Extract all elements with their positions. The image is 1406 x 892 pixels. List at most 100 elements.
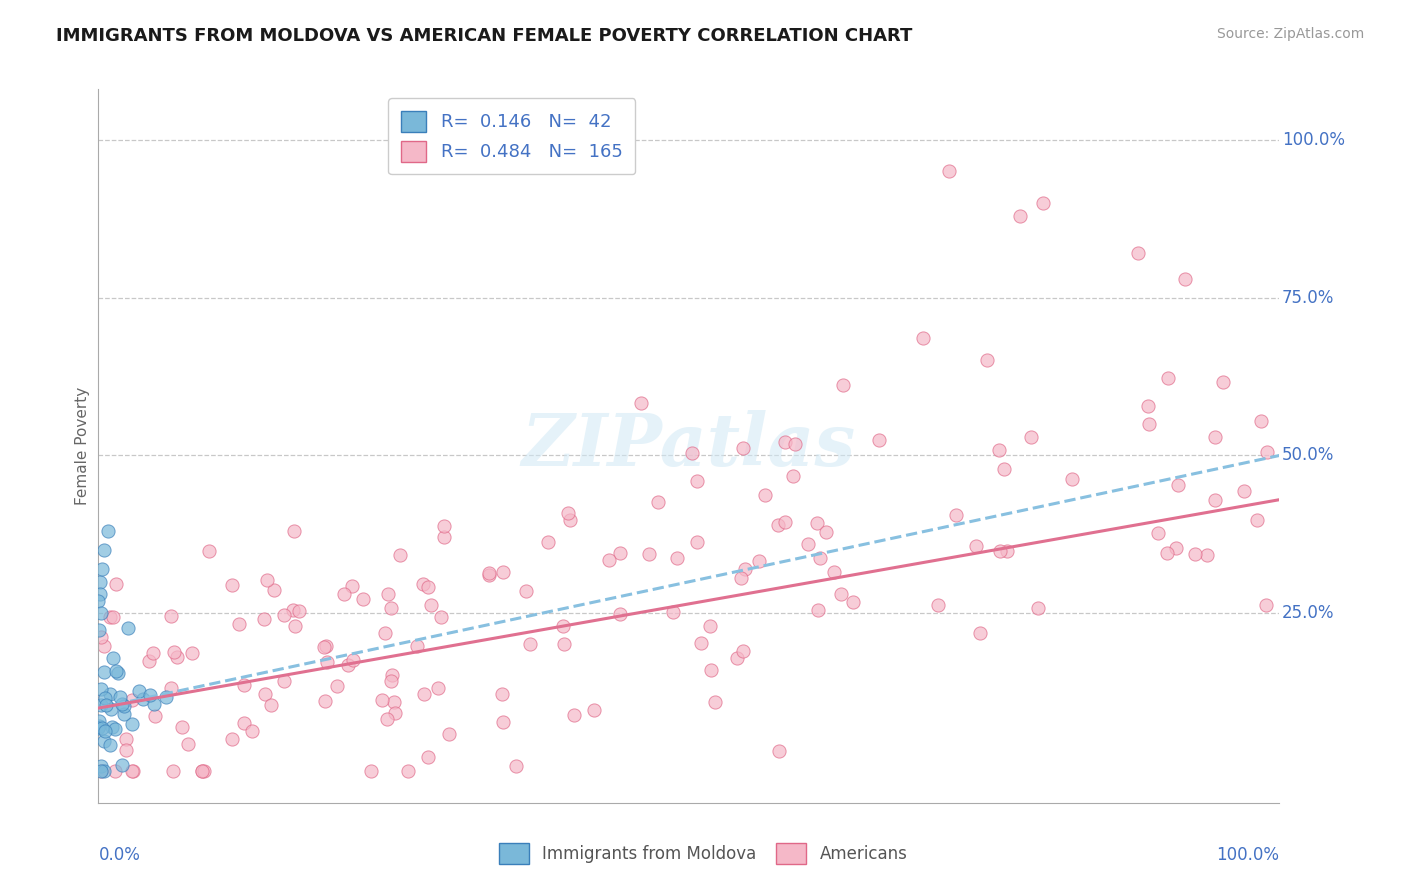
Point [768,518,790,533]
Point [104,576,127,591]
Point [166,649,188,664]
Text: 100.0%: 100.0% [1282,131,1344,149]
Point [101,720,124,734]
Point [505,759,527,773]
Point [288,603,311,617]
Point [730,571,752,585]
Point [143,709,166,723]
Point [94,724,117,739]
Point [273,607,295,622]
Point [1212,375,1234,389]
Point [253,688,276,702]
Point [637,547,659,561]
Point [107,666,129,681]
Point [609,546,631,560]
Point [90,759,112,773]
Point [598,552,620,566]
Point [93,665,115,679]
Point [733,644,755,658]
Point [1167,478,1189,492]
Point [1019,430,1042,444]
Point [536,534,558,549]
Point [748,553,770,567]
Point [325,679,347,693]
Point [360,764,382,779]
Point [104,764,127,779]
Point [1250,414,1272,428]
Point [782,468,804,483]
Point [491,687,513,701]
Point [1246,513,1268,527]
Point [519,637,541,651]
Point [162,645,184,659]
Point [381,667,404,681]
Point [430,610,453,624]
Point [233,678,256,692]
Point [1256,598,1278,612]
Point [1026,601,1049,615]
Point [273,673,295,688]
Point [666,550,689,565]
Text: 100.0%: 100.0% [1216,846,1279,863]
Point [93,639,115,653]
Point [426,681,449,695]
Text: ZIPatlas: ZIPatlas [522,410,856,482]
Point [337,657,360,672]
Point [806,516,828,530]
Point [111,698,134,712]
Point [783,437,806,451]
Point [143,697,166,711]
Point [832,377,855,392]
Point [690,636,713,650]
Point [754,488,776,502]
Point [830,587,852,601]
Point [191,764,214,779]
Point [796,537,818,551]
Point [491,714,513,729]
Point [121,716,143,731]
Point [221,578,243,592]
Point [160,681,183,695]
Point [382,694,405,708]
Point [191,764,214,779]
Point [1137,417,1160,432]
Point [492,565,515,579]
Point [98,687,121,701]
Point [681,446,703,460]
Point [121,693,143,707]
Point [312,640,335,655]
Point [976,352,998,367]
Point [416,580,439,594]
Point [93,764,115,779]
Point [1060,472,1083,486]
Point [87,714,110,729]
Point [315,639,337,653]
Point [181,646,204,660]
Point [380,601,402,615]
Text: 50.0%: 50.0% [1282,447,1334,465]
Point [432,519,454,533]
Point [90,681,112,696]
Point [416,749,439,764]
Point [1197,548,1219,562]
Point [159,608,181,623]
Point [734,562,756,576]
Point [121,764,143,779]
Point [562,707,585,722]
Point [699,619,721,633]
Point [121,764,143,779]
Text: 75.0%: 75.0% [1282,289,1334,307]
Point [478,566,501,581]
Point [284,619,307,633]
Point [170,720,193,734]
Point [1184,547,1206,561]
Point [1233,483,1256,498]
Point [380,674,402,689]
Point [1136,399,1159,413]
Point [1157,371,1180,385]
Point [333,587,356,601]
Point [412,577,434,591]
Point [112,706,135,721]
Point [104,722,127,736]
Legend: R=  0.146   N=  42, R=  0.484   N=  165: R= 0.146 N= 42, R= 0.484 N= 165 [388,98,636,174]
